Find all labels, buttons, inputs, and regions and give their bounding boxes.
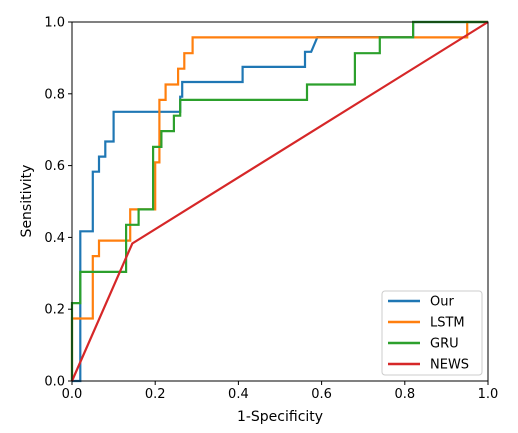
x-tick-label: 0.4 bbox=[228, 387, 249, 402]
series-line-gru bbox=[70, 20, 488, 381]
x-axis: 0.0 0.2 0.4 0.6 0.8 1.0 bbox=[62, 381, 499, 402]
legend-label-lstm: LSTM bbox=[430, 316, 465, 331]
y-axis: 0.0 0.2 0.4 0.6 0.8 1.0 bbox=[44, 16, 72, 390]
series-line-news bbox=[70, 21, 489, 382]
y-axis-label: Sensitivity bbox=[19, 165, 35, 238]
series-layer bbox=[70, 20, 489, 383]
x-tick-label: 0.0 bbox=[62, 387, 83, 402]
y-tick-label: 0.8 bbox=[44, 87, 65, 102]
x-tick-label: 0.2 bbox=[145, 387, 166, 402]
legend: Our LSTM GRU NEWS bbox=[381, 290, 483, 376]
y-tick-label: 1.0 bbox=[44, 16, 65, 31]
plot-frame bbox=[71, 21, 489, 382]
y-tick-label: 0.2 bbox=[44, 303, 65, 318]
legend-box bbox=[381, 290, 483, 376]
legend-label-our: Our bbox=[430, 295, 454, 310]
y-tick-label: 0.0 bbox=[44, 375, 65, 390]
series-line-lstm bbox=[70, 20, 488, 381]
x-tick-label: 1.0 bbox=[478, 387, 499, 402]
legend-label-gru: GRU bbox=[430, 337, 459, 352]
y-tick-label: 0.6 bbox=[44, 159, 65, 174]
y-tick-label: 0.4 bbox=[44, 231, 65, 246]
legend-label-news: NEWS bbox=[430, 358, 469, 373]
x-tick-label: 0.6 bbox=[311, 387, 332, 402]
x-tick-label: 0.8 bbox=[394, 387, 415, 402]
x-axis-label: 1-Specificity bbox=[237, 409, 323, 425]
